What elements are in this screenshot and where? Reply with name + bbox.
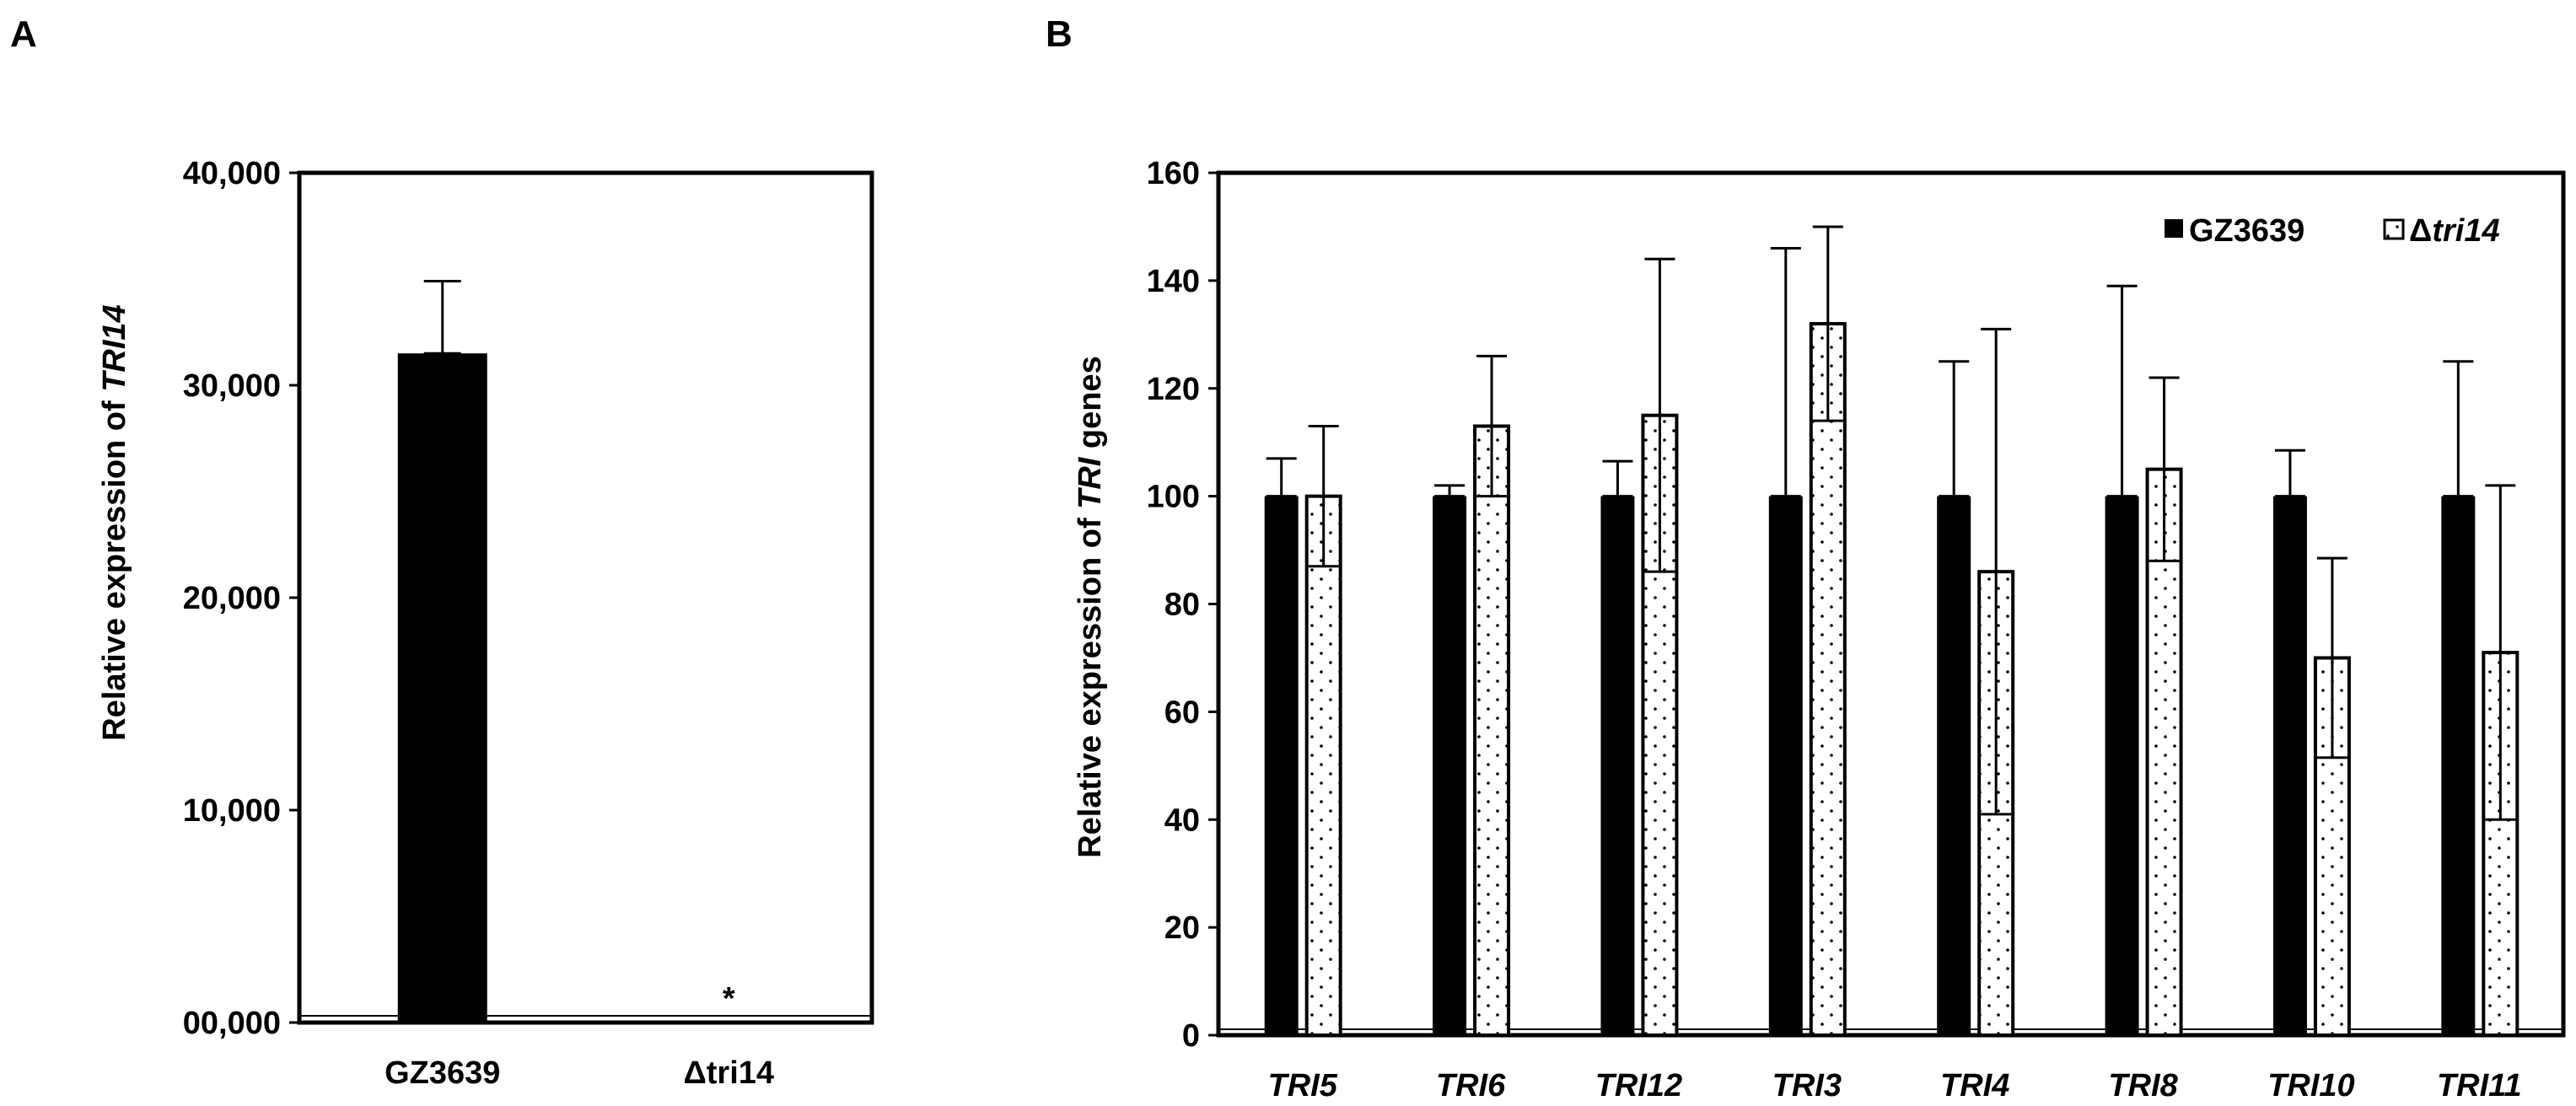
panel-a-bar-gz3639 [397,353,487,1023]
panel-b-error-bar-gz3639-tri12 [1602,459,1633,498]
panel-b-x-label: TRI10 [2267,1068,2354,1103]
panel-b-legend: GZ3639 Δtri14 [2165,213,2500,249]
panel-b-x-label: TRI3 [1772,1068,1842,1103]
legend-label-gz3639: GZ3639 [2189,213,2304,249]
panel-a-chart: Relative expression of TRI14 00,000 10,00… [97,156,874,1091]
panel-b-y-tick-label: 140 [1147,264,1200,299]
panel-b-y-tick-label: 60 [1164,695,1200,730]
panel-a-y-tick-label: 00,000 [183,1006,281,1041]
panel-b-x-label: TRI6 [1436,1068,1506,1103]
panel-b-error-bar-gz3639-tri5 [1266,457,1297,498]
panel-a-significance-asterisk: * [723,981,735,1017]
panel-b-y-tick-label: 40 [1164,803,1200,838]
panel-b-bar-gz3639-tri5 [1264,496,1299,1035]
panel-b-y-tick-label: 0 [1182,1018,1200,1054]
panel-b-bar-gz3639-tri3 [1768,496,1803,1035]
legend-swatch-tri14 [2383,218,2405,240]
legend-swatch-gz3639 [2165,219,2183,238]
panel-letter-b: B [1046,13,1073,55]
panel-b-error-bar-tri14-tri5 [1308,425,1339,568]
panel-b-error-bar-gz3639-tri11 [2443,360,2474,498]
panel-b-error-bar-tri14-tri11 [2485,484,2516,821]
panel-b-error-bar-gz3639-tri3 [1770,247,1801,498]
panel-b-bar-gz3639-tri8 [2105,496,2139,1035]
panel-a-x-label: Δtri14 [683,1055,774,1091]
panel-b-bar-tri14-tri5 [1304,494,1342,1037]
panel-b-y-tick-label: 160 [1147,156,1200,191]
panel-a-y-tick-label: 30,000 [183,368,281,404]
panel-a-y-axis-title: Relative expression of TRI14 [97,304,132,740]
panel-b-x-label: TRI8 [2108,1068,2178,1103]
panel-b-chart: Relative expression of TRI genes 0 20 40 60… [1073,156,2566,1103]
panel-b-bar-gz3639-tri4 [1937,496,1971,1035]
panel-b-x-label: TRI11 [2437,1068,2522,1103]
panel-b-x-label: TRI4 [1940,1068,2009,1103]
panel-b-y-tick-label: 80 [1164,588,1200,623]
panel-b-error-bar-tri14-tri8 [2148,376,2180,562]
panel-b-bar-gz3639-tri12 [1600,496,1635,1035]
panel-b-error-bar-gz3639-tri10 [2274,448,2305,498]
panel-b-error-bar-tri14-tri6 [1476,354,1508,498]
panel-b-bar-gz3639-tri11 [2441,496,2476,1035]
panel-a-y-tick-label: 20,000 [183,581,281,616]
panel-a-error-bar-gz3639 [423,280,461,355]
panel-a-y-tick-label: 40,000 [183,156,281,191]
panel-b-bar-gz3639-tri10 [2272,496,2307,1035]
panel-b-bar-tri14-tri3 [1809,322,1847,1037]
panel-b-bar-tri14-tri6 [1473,424,1511,1038]
legend-label-tri14: Δtri14 [2409,213,2500,249]
panel-b-bar-gz3639-tri6 [1433,496,1467,1035]
panel-b-y-tick-label: 20 [1164,910,1200,946]
panel-b-y-axis-title: Relative expression of TRI genes [1073,356,1108,858]
panel-b-bar-tri14-tri8 [2145,467,2183,1037]
panel-b-error-bar-gz3639-tri6 [1434,484,1465,498]
panel-letter-a: A [10,13,37,55]
panel-b-error-bar-gz3639-tri8 [2106,284,2138,498]
panel-b-error-bar-tri14-tri12 [1644,257,1675,573]
panel-a-x-label: GZ3639 [385,1055,500,1091]
panel-a-plot-frame [297,170,874,1025]
panel-b-error-bar-tri14-tri10 [2316,556,2347,760]
panel-b-y-tick-label: 100 [1147,480,1200,515]
panel-a-y-tick-label: 10,000 [183,793,281,829]
panel-b-plot-frame [1216,170,2566,1038]
panel-b-error-bar-tri14-tri3 [1812,225,1843,422]
panel-b-error-bar-gz3639-tri4 [1939,360,1970,498]
panel-b-x-label: TRI5 [1268,1068,1338,1103]
panel-b-x-label: TRI12 [1595,1068,1682,1103]
panel-b-y-tick-label: 120 [1147,372,1200,407]
panel-b-error-bar-tri14-tri4 [1981,327,2012,816]
